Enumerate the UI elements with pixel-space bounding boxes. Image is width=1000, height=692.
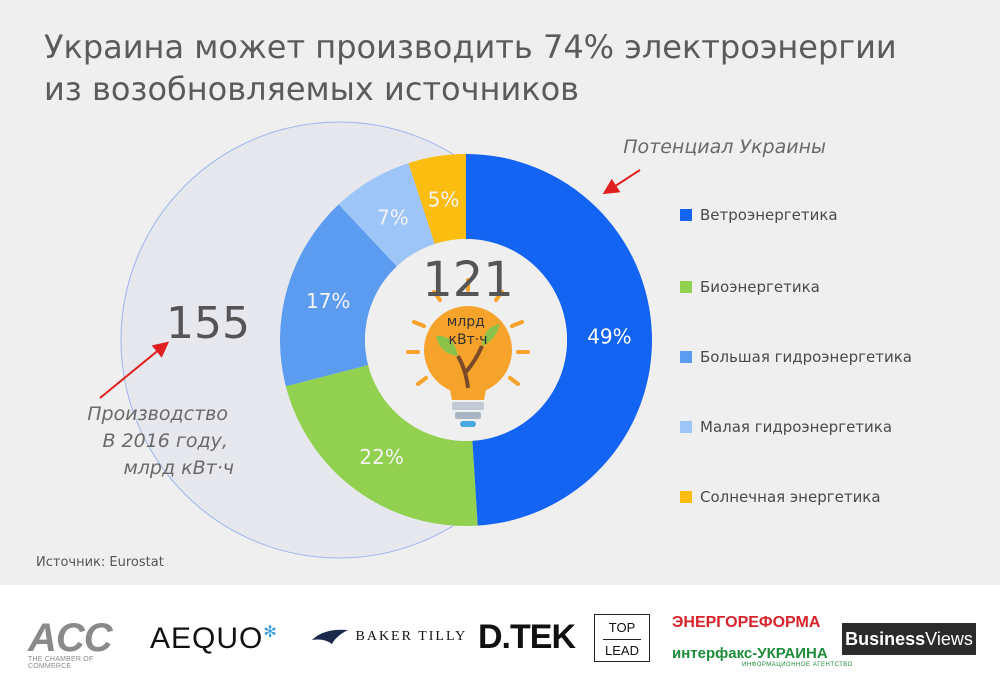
- production-label: Производство В 2016 году, млрд кВт·ч: [87, 403, 234, 479]
- donut-slice-label-1: 49%: [587, 324, 631, 348]
- partner-logos-bar: [0, 585, 1000, 692]
- chart-title: Украина может производить 74% электроэне…: [44, 26, 944, 110]
- total-potential-unit-line-1: млрд: [447, 314, 485, 330]
- toplead-logo: TOP LEAD: [594, 614, 650, 662]
- donut-chart: 49% 22% 17% 7% 5% 121 млрд кВт·ч 155 Произво…: [87, 121, 826, 559]
- chart-title-line-2: из возобновляемых источников: [44, 70, 580, 108]
- production-arrow: [99, 341, 170, 399]
- chart-title-line-1: Украина может производить 74% электроэне…: [44, 28, 897, 66]
- potential-arrow: [602, 169, 641, 195]
- aequo-logo: AEQUO✻: [150, 622, 278, 656]
- business-views-logo-views: Views: [925, 629, 973, 649]
- toplead-logo-bottom: LEAD: [605, 643, 639, 658]
- business-views-logo: BusinessViews: [842, 623, 976, 655]
- acc-logo-subtitle: THE CHAMBER OF COMMERCE: [28, 656, 94, 670]
- legend-label-4: Малая гидроэнергетика: [700, 418, 893, 436]
- total-potential-unit-line-2: кВт·ч: [449, 332, 488, 348]
- snowflake-icon: ✻: [263, 624, 278, 641]
- donut-slice-5: [408, 154, 466, 244]
- baker-tilly-bird-icon: [312, 629, 348, 644]
- legend-swatch-1: [680, 209, 692, 221]
- business-views-logo-business: Business: [845, 629, 926, 649]
- production-2016-value: 155: [166, 298, 250, 349]
- lightbulb-icon: [406, 278, 530, 427]
- legend-label-3: Большая гидроэнергетика: [700, 348, 912, 366]
- legend-label-5: Солнечная энергетика: [700, 488, 881, 506]
- legend-label-2: Биоэнергетика: [700, 278, 820, 296]
- legend-item-4: Малая гидроэнергетика: [680, 417, 892, 437]
- donut-slice-3: [280, 204, 397, 387]
- legend-item-5: Солнечная энергетика: [680, 487, 881, 507]
- interfax-ukraine-subtitle: ИНФОРМАЦИОННОЕ АГЕНТСТВО: [742, 662, 853, 668]
- legend-label-1: Ветроэнергетика: [700, 206, 838, 224]
- aequo-logo-text: AEQUO: [150, 622, 264, 655]
- baker-tilly-logo-text: BAKER TILLY: [355, 629, 468, 645]
- legend-swatch-4: [680, 421, 692, 433]
- potential-label: Потенциал Украины: [623, 136, 826, 158]
- donut-slice-1: [466, 154, 653, 526]
- production-label-line-2: В 2016 году,: [102, 430, 228, 452]
- legend-item-2: Биоэнергетика: [680, 277, 820, 297]
- dtek-logo: D.TEK: [478, 618, 576, 656]
- acc-logo-text: ACC: [28, 616, 113, 660]
- interfax-ukraine-logo: интерфакс-УКРАИНА: [672, 645, 828, 662]
- acc-logo: ACC THE CHAMBER OF COMMERCE: [28, 616, 138, 670]
- legend-item-3: Большая гидроэнергетика: [680, 347, 912, 367]
- donut-slice-label-5: 5%: [428, 187, 460, 211]
- legend-swatch-3: [680, 351, 692, 363]
- total-potential-unit: млрд кВт·ч: [447, 314, 490, 348]
- production-label-line-3: млрд кВт·ч: [123, 457, 234, 479]
- legend-item-1: Ветроэнергетика: [680, 205, 838, 225]
- source-note: Источник: Eurostat: [36, 555, 164, 570]
- legend-swatch-2: [680, 281, 692, 293]
- donut-slice-2: [285, 365, 478, 526]
- total-potential-value: 121: [422, 252, 514, 308]
- toplead-logo-top: TOP: [608, 620, 636, 635]
- donut-slice-label-3: 17%: [306, 289, 350, 313]
- donut-slice-label-4: 7%: [377, 205, 409, 229]
- donut-slice-4: [338, 163, 435, 267]
- donut-slice-label-2: 22%: [359, 445, 403, 469]
- baker-tilly-logo: BAKER TILLY: [310, 626, 467, 648]
- energoreforma-logo: ЭНЕРГОРЕФОРМА: [672, 614, 821, 631]
- production-label-line-1: Производство: [87, 403, 228, 425]
- legend-swatch-5: [680, 491, 692, 503]
